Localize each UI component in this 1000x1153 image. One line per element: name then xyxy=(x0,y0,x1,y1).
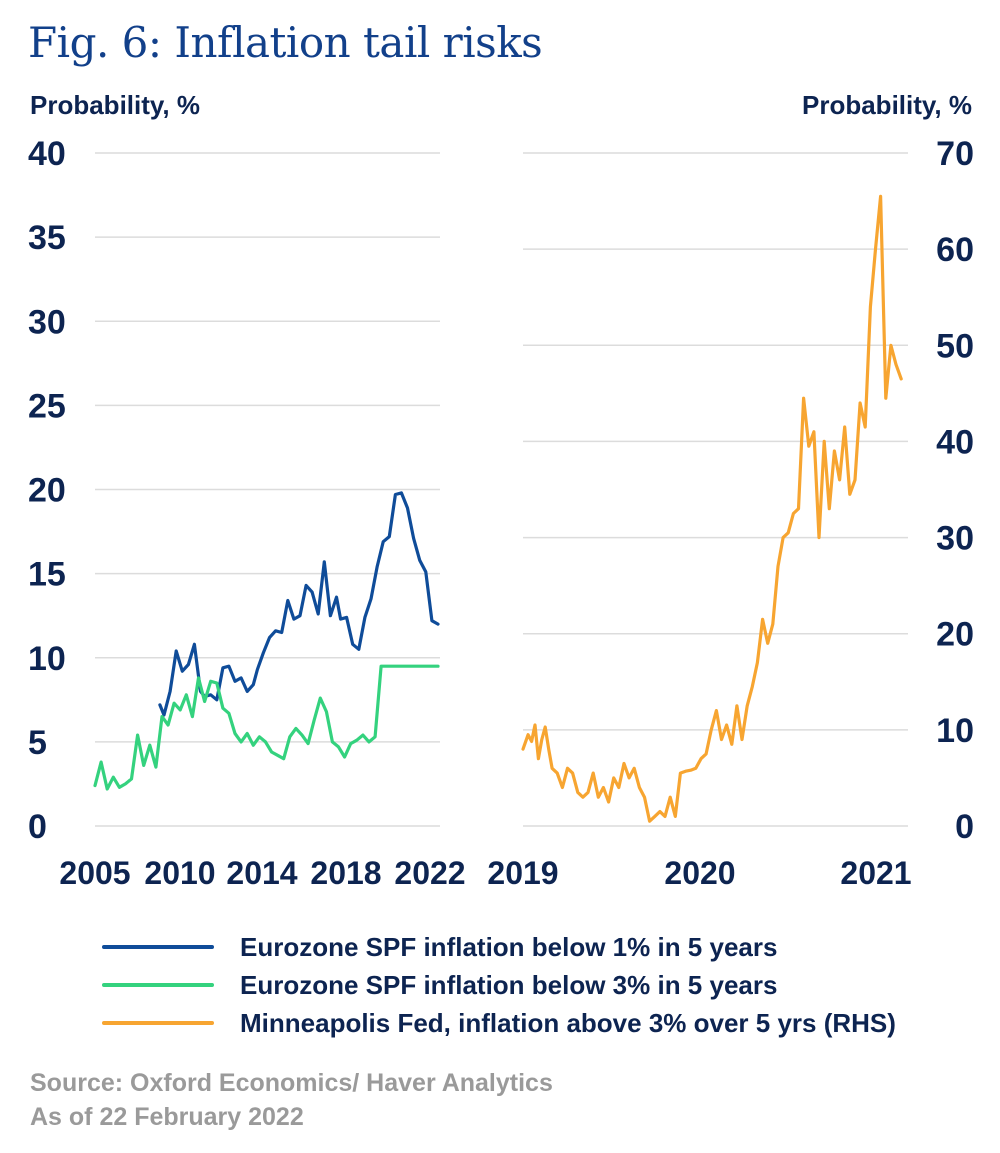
x-tick-label: 2019 xyxy=(487,855,558,891)
right-x-tick-labels: 2019 2020 2021 xyxy=(487,855,911,891)
y-tick-label: 15 xyxy=(28,556,66,594)
series-line-0-1 xyxy=(93,664,440,791)
y-tick-label: 25 xyxy=(28,387,66,425)
left-x-tick-labels: 2005 2010 2014 2018 2022 xyxy=(59,855,465,891)
legend-swatch-spf-below-1 xyxy=(102,945,214,949)
right-y-tick-labels: 0 10 20 30 40 50 60 70 xyxy=(936,135,974,846)
series-lines xyxy=(93,194,903,823)
y-tick-label: 35 xyxy=(28,219,66,257)
legend: Eurozone SPF inflation below 1% in 5 yea… xyxy=(102,928,896,1042)
x-tick-label: 2018 xyxy=(310,855,381,891)
as-of-date: As of 22 February 2022 xyxy=(30,1103,304,1131)
y-tick-label: 40 xyxy=(28,135,66,173)
x-tick-label: 2020 xyxy=(664,855,735,891)
y-tick-label: 50 xyxy=(936,327,974,365)
source-line: Source: Oxford Economics/ Haver Analytic… xyxy=(30,1069,553,1097)
y-tick-label: 60 xyxy=(936,231,974,269)
y-tick-label: 10 xyxy=(28,640,66,678)
left-gridlines xyxy=(95,152,440,827)
y-tick-label: 20 xyxy=(28,472,66,510)
y-tick-label: 0 xyxy=(28,808,47,846)
right-y-axis-label: Probability, % xyxy=(802,90,972,120)
left-y-axis-label: Probability, % xyxy=(30,90,200,120)
legend-item-spf-below-1: Eurozone SPF inflation below 1% in 5 yea… xyxy=(102,928,896,966)
y-tick-label: 70 xyxy=(936,135,974,173)
x-tick-label: 2021 xyxy=(840,855,911,891)
series-line-1-0 xyxy=(521,194,903,823)
y-tick-label: 20 xyxy=(936,616,974,654)
x-tick-label: 2010 xyxy=(144,855,215,891)
source-note: Source: Oxford Economics/ Haver Analytic… xyxy=(30,1066,553,1134)
legend-label: Eurozone SPF inflation below 1% in 5 yea… xyxy=(240,931,778,962)
left-y-tick-labels: 0 5 10 15 20 25 30 35 40 xyxy=(28,135,66,846)
legend-item-spf-below-3: Eurozone SPF inflation below 3% in 5 yea… xyxy=(102,966,896,1004)
y-tick-label: 30 xyxy=(936,520,974,558)
y-tick-label: 30 xyxy=(28,303,66,341)
legend-label: Eurozone SPF inflation below 3% in 5 yea… xyxy=(240,969,778,1000)
chart-title: Fig. 6: Inflation tail risks xyxy=(28,18,543,67)
x-tick-label: 2022 xyxy=(394,855,465,891)
legend-item-minneapolis-fed: Minneapolis Fed, inflation above 3% over… xyxy=(102,1004,896,1042)
x-tick-label: 2014 xyxy=(226,855,297,891)
y-tick-label: 0 xyxy=(955,808,974,846)
y-tick-label: 40 xyxy=(936,423,974,461)
series-line-0-0 xyxy=(158,491,440,717)
legend-swatch-spf-below-3 xyxy=(102,983,214,987)
legend-label: Minneapolis Fed, inflation above 3% over… xyxy=(240,1007,896,1038)
legend-swatch-minneapolis-fed xyxy=(102,1021,214,1025)
y-tick-label: 10 xyxy=(936,712,974,750)
x-tick-label: 2005 xyxy=(59,855,130,891)
y-tick-label: 5 xyxy=(28,724,47,762)
